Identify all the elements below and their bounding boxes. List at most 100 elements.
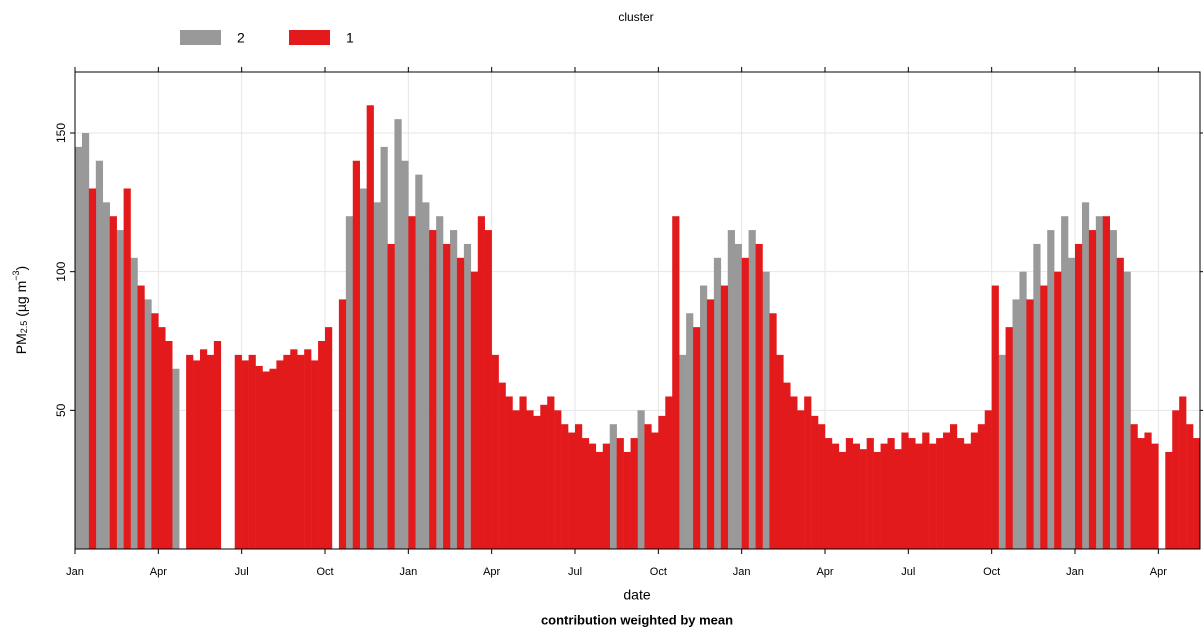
bar (130, 257, 138, 549)
bar (804, 396, 812, 549)
bar (686, 313, 694, 549)
bar (200, 349, 208, 549)
bar (748, 230, 756, 550)
bar (581, 438, 590, 549)
bar (672, 216, 680, 550)
bar (491, 354, 499, 549)
bar (283, 354, 291, 549)
bar (769, 313, 777, 549)
bar (1144, 432, 1152, 549)
bar (255, 365, 263, 549)
x-tick-label: Jan (733, 566, 751, 578)
bar (436, 216, 444, 550)
bar (831, 443, 840, 549)
bar (977, 424, 985, 549)
bar (394, 119, 402, 549)
bar (443, 243, 451, 549)
bar (311, 360, 319, 549)
legend-swatch (180, 30, 221, 45)
bar (929, 443, 937, 549)
bar (873, 451, 881, 549)
bar (1047, 230, 1055, 550)
bar (318, 341, 326, 549)
y-tick-label: 50 (54, 403, 68, 417)
bar (602, 443, 610, 549)
bar (123, 188, 131, 549)
bar (1061, 216, 1069, 550)
bar (526, 410, 534, 549)
bar (852, 443, 860, 549)
bar (325, 327, 333, 549)
bar (866, 438, 874, 549)
bar (1019, 271, 1027, 549)
bar (102, 202, 110, 549)
bar (991, 285, 999, 549)
bar (706, 299, 715, 549)
bar (1088, 230, 1097, 550)
bar (838, 451, 847, 549)
bar (380, 146, 388, 549)
bar (693, 327, 701, 549)
bar (477, 216, 485, 550)
bar (1005, 327, 1013, 549)
bar (956, 438, 965, 549)
bar (1081, 202, 1090, 549)
bar (387, 243, 395, 549)
legend-label: 2 (237, 30, 245, 46)
bar (700, 285, 708, 549)
bar (894, 449, 902, 549)
x-tick-label: Jan (399, 566, 417, 578)
bar (1102, 216, 1110, 550)
bar (880, 443, 888, 549)
bar (561, 424, 569, 549)
bar (970, 432, 979, 549)
bar (651, 432, 659, 549)
y-label-part: 2.5 (19, 321, 29, 334)
bar (338, 299, 347, 549)
bar (144, 299, 152, 549)
bar (463, 243, 472, 549)
y-label-part: (µg m (13, 281, 29, 321)
bar (276, 360, 284, 549)
bar (193, 360, 201, 549)
bar (1068, 257, 1076, 549)
bar (470, 271, 479, 549)
bar (720, 285, 729, 549)
bar (616, 438, 624, 549)
bar (95, 160, 104, 549)
bar (359, 188, 367, 549)
bar (505, 396, 513, 549)
x-axis-label: date (623, 587, 650, 603)
x-tick-label: Oct (316, 566, 333, 578)
x-tick-label: Apr (150, 566, 167, 578)
bar (262, 371, 270, 549)
bar (713, 257, 722, 549)
bar (1033, 243, 1041, 549)
bar (623, 451, 631, 549)
x-tick-label: Jul (568, 566, 582, 578)
bar (1012, 299, 1020, 549)
bar (575, 424, 583, 549)
bar (727, 230, 735, 550)
bar (408, 216, 416, 550)
y-label-part: PM (13, 333, 29, 354)
bar (540, 404, 548, 549)
bar (1116, 257, 1124, 549)
bar (630, 438, 638, 549)
bar (165, 341, 173, 549)
bar (1054, 271, 1062, 549)
caption: contribution weighted by mean (541, 612, 733, 627)
x-tick-label: Jan (1066, 566, 1084, 578)
y-label-part: ) (13, 266, 29, 271)
bar (186, 354, 194, 549)
bar (998, 354, 1006, 549)
x-tick-label: Oct (650, 566, 667, 578)
bar (269, 368, 277, 549)
bar (422, 202, 430, 549)
bar (88, 188, 97, 549)
bar (818, 424, 826, 549)
bar (1151, 443, 1159, 549)
bar (137, 285, 145, 549)
legend-label: 1 (346, 30, 354, 46)
